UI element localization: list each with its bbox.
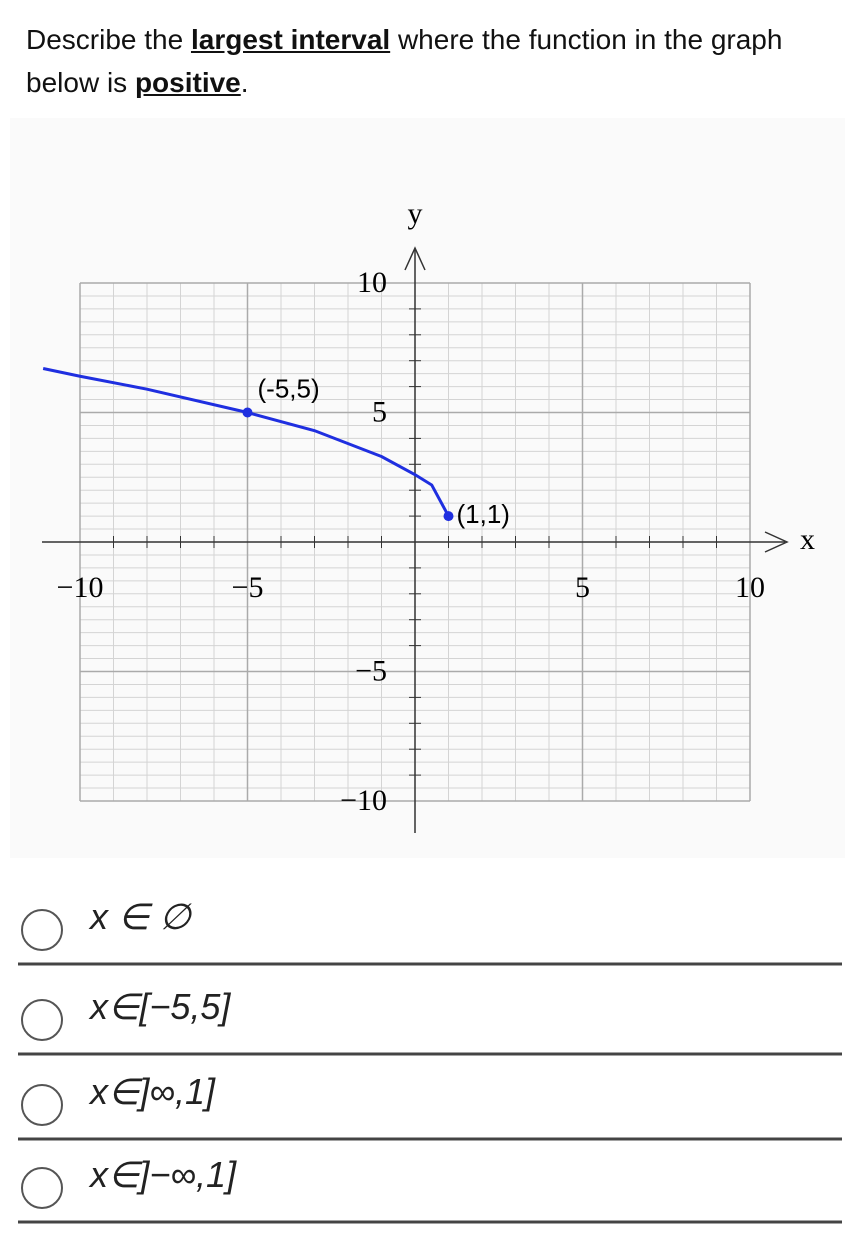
x-axis-label: x — [800, 523, 815, 556]
question: Describe the largest interval where the … — [26, 18, 816, 104]
x-tick-label: −10 — [57, 571, 104, 604]
point-label: (-5,5) — [258, 373, 320, 403]
radio-button[interactable] — [21, 1167, 63, 1209]
x-axis-arrow — [764, 531, 789, 553]
y-tick-label: 10 — [357, 266, 387, 299]
point — [242, 407, 253, 418]
question-text: where the function in the graph below is — [26, 24, 783, 98]
x-tick-label: 10 — [735, 571, 765, 604]
emphasis: largest interval — [190, 24, 391, 55]
y-tick-label: −5 — [355, 654, 387, 687]
point — [443, 511, 454, 522]
question-text: . — [240, 67, 249, 98]
radio-button[interactable] — [21, 1084, 63, 1126]
function-curve — [42, 367, 450, 517]
y-axis-arrow — [404, 246, 426, 271]
radio-button[interactable] — [21, 909, 63, 951]
y-axis-label: y — [408, 197, 423, 230]
option-label[interactable]: x∈]∞,1] — [90, 1071, 216, 1112]
option-label[interactable]: x∈[−5,5] — [90, 986, 231, 1027]
y-tick-label: 5 — [372, 395, 387, 428]
option-label[interactable]: x∈]−∞,1] — [90, 1154, 237, 1195]
radio-button[interactable] — [21, 999, 63, 1041]
point-label: (1,1) — [457, 499, 510, 529]
y-tick-label: −10 — [340, 784, 387, 817]
x-tick-label: 5 — [575, 571, 590, 604]
graph-background — [10, 118, 845, 858]
emphasis: positive — [134, 67, 241, 98]
x-tick-label: −5 — [232, 571, 264, 604]
option-label[interactable]: x ∈ ∅ — [90, 896, 191, 937]
question-text: Describe the — [26, 24, 191, 55]
